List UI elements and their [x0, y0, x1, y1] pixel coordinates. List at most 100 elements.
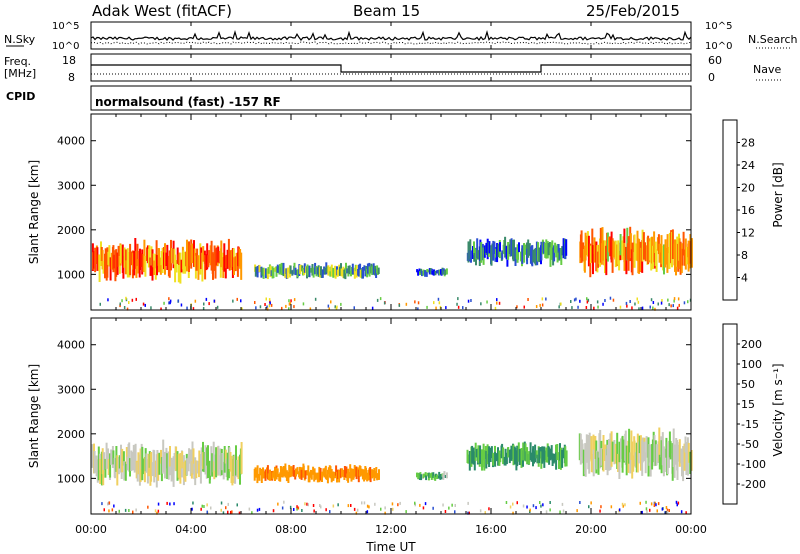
data-cell	[553, 453, 556, 463]
scatter-cell	[680, 510, 683, 514]
data-cell	[431, 271, 434, 275]
data-cell	[369, 471, 372, 483]
data-cell	[256, 266, 259, 278]
scatter-cell	[269, 301, 271, 305]
scatter-cell	[456, 302, 458, 306]
data-cell	[308, 265, 311, 278]
scatter-cell	[123, 306, 126, 309]
data-cell	[107, 459, 110, 475]
data-cell	[139, 248, 141, 270]
scatter-cell	[200, 507, 202, 511]
scatter-cell	[118, 509, 120, 513]
scatter-cell	[657, 502, 660, 506]
scatter-cell	[297, 506, 300, 510]
data-cell	[554, 242, 557, 253]
data-cell	[551, 240, 554, 254]
data-cell	[339, 468, 342, 478]
scatter-cell	[650, 298, 653, 302]
data-cell	[337, 469, 339, 480]
data-cell	[240, 252, 243, 280]
data-cell	[123, 247, 126, 268]
scatter-cell	[281, 506, 284, 510]
data-cell	[300, 469, 303, 480]
data-cell	[285, 470, 288, 482]
scatter-cell	[590, 501, 592, 505]
data-cell	[204, 255, 207, 280]
data-cell	[282, 262, 285, 274]
data-cell	[343, 269, 346, 279]
data-cell	[212, 253, 214, 280]
data-cell	[235, 445, 237, 476]
data-cell	[238, 247, 240, 267]
scatter-cell	[238, 511, 241, 515]
data-cell	[366, 263, 369, 274]
data-cell	[180, 259, 183, 273]
scatter-cell	[135, 508, 137, 512]
data-cell	[639, 435, 642, 471]
scatter-cell	[169, 299, 172, 303]
data-cell	[210, 240, 213, 271]
scatter-cell	[516, 501, 518, 505]
data-cell	[172, 456, 175, 487]
data-cell	[272, 470, 275, 478]
data-cell	[675, 239, 677, 276]
data-cell	[104, 458, 107, 478]
data-cell	[329, 466, 332, 479]
scatter-cell	[227, 502, 229, 506]
data-cell	[434, 270, 437, 276]
data-cell	[225, 254, 228, 269]
scatter-cell	[150, 306, 152, 310]
data-cell	[164, 462, 166, 479]
data-cell	[148, 245, 151, 262]
data-cell	[156, 254, 158, 276]
scatter-cell	[103, 508, 105, 512]
data-cell	[602, 435, 605, 472]
data-cell	[202, 452, 205, 470]
scatter-cell	[664, 511, 666, 515]
colorbar-tick-label: -100	[741, 458, 766, 471]
data-cell	[188, 241, 190, 272]
data-cell	[614, 240, 617, 268]
data-cell	[526, 447, 529, 465]
data-cell	[562, 447, 565, 459]
colorbar-tick-label: 24	[741, 159, 755, 172]
scatter-cell	[296, 507, 298, 511]
data-cell	[592, 449, 595, 477]
scatter-cell	[132, 510, 134, 514]
data-cell	[282, 466, 285, 477]
data-cell	[417, 472, 420, 480]
data-cell	[291, 270, 294, 276]
data-cell	[644, 245, 647, 262]
scatter-cell	[526, 505, 528, 509]
data-cell	[627, 236, 630, 271]
data-cell	[137, 259, 140, 274]
data-cell	[323, 267, 326, 275]
data-cell	[477, 445, 480, 463]
data-cell	[482, 247, 485, 265]
data-cell	[176, 247, 179, 264]
scatter-cell	[108, 509, 110, 513]
data-cell	[632, 455, 635, 472]
data-cell	[544, 450, 547, 461]
data-cell	[279, 472, 282, 482]
scatter-cell	[205, 297, 208, 301]
data-cell	[279, 264, 281, 274]
x-tick-label: 08:00	[275, 523, 307, 536]
scatter-cell	[494, 306, 497, 310]
data-cell	[471, 445, 474, 464]
data-cell	[425, 270, 428, 277]
data-cell	[426, 269, 429, 272]
scatter-cell	[593, 306, 595, 310]
data-cell	[266, 465, 269, 480]
data-cell	[561, 449, 564, 468]
data-cell	[533, 451, 535, 464]
data-cell	[668, 232, 671, 265]
data-cell	[606, 232, 609, 262]
data-cell	[226, 452, 229, 481]
data-cell	[663, 448, 666, 472]
data-cell	[366, 472, 369, 482]
data-cell	[186, 458, 189, 475]
data-cell	[347, 265, 350, 274]
data-cell	[652, 245, 654, 270]
scatter-cell	[329, 510, 331, 514]
